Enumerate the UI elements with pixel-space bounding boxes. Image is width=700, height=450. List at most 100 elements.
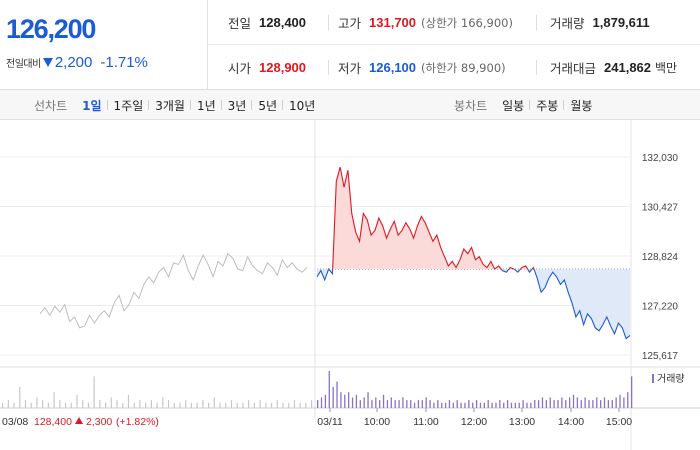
- trade-value-label: 거래대금: [550, 61, 597, 76]
- volume-bar: [468, 400, 470, 408]
- volume-bar: [588, 400, 590, 408]
- volume-bar: [317, 400, 319, 408]
- volume-value: 1,879,611: [592, 15, 650, 30]
- volume-bar: [110, 397, 112, 408]
- volume-bar: [156, 402, 158, 408]
- volume-bar: [208, 402, 210, 408]
- divider: [328, 60, 329, 75]
- volume-bar: [213, 397, 215, 408]
- volume-bar: [351, 397, 354, 408]
- volume-bar: [324, 394, 327, 408]
- volume-bar: [572, 394, 575, 408]
- candle-tab-2[interactable]: 월봉: [563, 97, 598, 114]
- volume-bar: [225, 402, 227, 408]
- quote-header: 126,200 전일대비 2,200 -1.71% 전일 128,400 고가 …: [0, 0, 700, 90]
- volume-bar: [276, 400, 278, 408]
- volume-bar: [133, 402, 135, 408]
- volume-bar: [24, 400, 27, 408]
- volume-bar: [145, 402, 147, 408]
- x-tick-label: 12:00: [461, 416, 487, 428]
- volume-bar: [87, 402, 90, 408]
- volume-bar: [561, 397, 563, 408]
- volume-bar: [518, 402, 520, 408]
- volume-bar: [479, 402, 482, 408]
- volume-bar: [576, 397, 579, 408]
- volume-bar: [59, 400, 61, 408]
- volume-bar: [379, 400, 381, 408]
- prev-close-value: 128,400: [259, 15, 307, 30]
- volume-bar: [270, 402, 273, 408]
- volume-bar: [162, 397, 164, 408]
- volume-bar: [429, 400, 431, 408]
- volume-bar: [413, 402, 416, 408]
- prev-close-label: 전일: [228, 16, 252, 31]
- volume-bar: [311, 400, 313, 408]
- volume-bar: [236, 402, 238, 408]
- volume-bar: [499, 400, 501, 408]
- prev-day-change: 2,300: [86, 416, 112, 428]
- volume-bar: [603, 397, 606, 408]
- x-tick-label: 03/11: [317, 416, 343, 428]
- volume-bar: [584, 397, 586, 408]
- period-tab-0[interactable]: 1일: [82, 98, 102, 113]
- volume-bar: [179, 402, 181, 408]
- period-tab-5[interactable]: 5년: [251, 97, 283, 114]
- high-label: 고가: [338, 16, 362, 31]
- y-tick-label: 130,427: [642, 202, 679, 213]
- candle-chart-title: 봉차트: [454, 98, 488, 113]
- y-tick-label: 127,220: [642, 302, 679, 313]
- volume-bar: [248, 400, 250, 408]
- stats-row-1: 전일 128,400 고가 131,700 (상한가 166,900) 거래량 …: [208, 0, 700, 45]
- line-chart-title: 선차트: [34, 98, 68, 113]
- volume-bar: [541, 397, 544, 408]
- period-tab-4[interactable]: 3년: [220, 97, 253, 114]
- volume-bar: [514, 402, 517, 408]
- volume-bar: [456, 400, 458, 408]
- volume-bar: [522, 400, 524, 408]
- candle-chart-periods: 봉차트 일봉 주봉 월봉: [454, 90, 598, 120]
- volume-bar: [421, 400, 423, 408]
- volume-bar: [7, 400, 9, 408]
- divider: [536, 60, 537, 75]
- volume-bar: [348, 392, 350, 408]
- period-tab-6[interactable]: 10년: [282, 97, 321, 114]
- volume-bar: [13, 402, 15, 408]
- volume-bar: [202, 400, 204, 408]
- change-percent: -1.71%: [100, 54, 148, 71]
- period-tab-3[interactable]: 1년: [189, 97, 222, 114]
- volume-bar: [196, 402, 198, 408]
- stat-open: 시가 128,900: [228, 45, 306, 90]
- volume-bar: [2, 402, 4, 408]
- candle-tab-1[interactable]: 주봉: [529, 97, 564, 114]
- x-tick-label: 11:00: [413, 416, 439, 428]
- volume-legend: 거래량: [657, 373, 685, 385]
- volume-bar: [441, 402, 443, 408]
- volume-bar: [534, 400, 536, 408]
- stats-grid: 전일 128,400 고가 131,700 (상한가 166,900) 거래량 …: [208, 0, 700, 90]
- line-chart-periods: 선차트 1일 1주일 3개월 1년 3년 5년 10년: [34, 90, 321, 120]
- current-price-panel: 126,200 전일대비 2,200 -1.71%: [0, 0, 208, 90]
- y-tick-label: 128,824: [642, 252, 679, 263]
- volume-bar: [150, 400, 152, 408]
- change-value: 2,200: [54, 54, 93, 71]
- candle-tab-0[interactable]: 일봉: [502, 98, 525, 113]
- volume-bar: [491, 402, 493, 408]
- volume-bar: [328, 371, 330, 408]
- volume-bar: [185, 400, 187, 408]
- low-label: 저가: [338, 61, 362, 76]
- volume-bar: [42, 400, 44, 408]
- volume-bar: [406, 400, 408, 408]
- volume-bar: [615, 397, 617, 408]
- volume-bar: [359, 400, 361, 408]
- period-tab-1[interactable]: 1주일: [106, 97, 150, 114]
- period-tab-2[interactable]: 3개월: [148, 97, 191, 114]
- lower-limit-note: (하한가 89,900): [421, 60, 506, 75]
- stat-volume: 거래량 1,879,611: [550, 0, 650, 45]
- open-label: 시가: [228, 61, 252, 76]
- volume-bar: [599, 400, 602, 408]
- volume-bar: [230, 400, 233, 408]
- volume-bar: [355, 394, 358, 408]
- volume-bar: [265, 402, 267, 408]
- volume-bar: [619, 394, 621, 408]
- volume-bar: [386, 400, 389, 408]
